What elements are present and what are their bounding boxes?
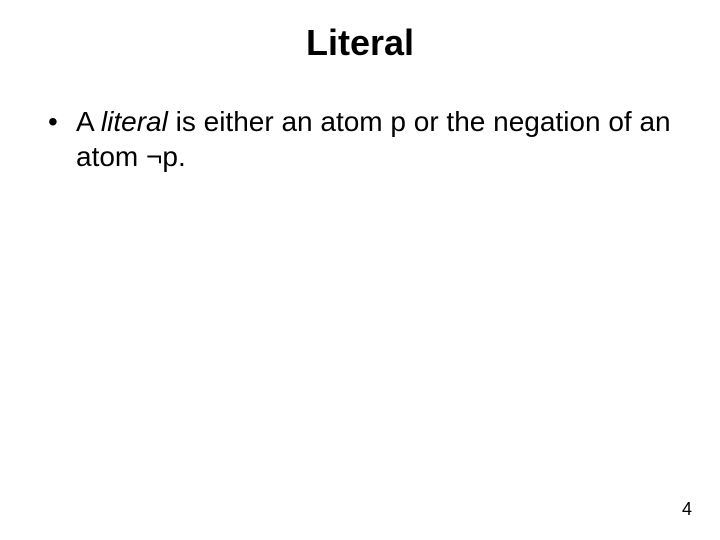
bullet-text-italic: literal — [101, 106, 168, 137]
slide-body: A literal is either an atom p or the neg… — [0, 104, 720, 174]
page-number: 4 — [682, 499, 692, 520]
slide-title: Literal — [0, 0, 720, 64]
bullet-item: A literal is either an atom p or the neg… — [48, 104, 672, 174]
bullet-text-prefix: A — [76, 106, 101, 137]
slide: Literal A literal is either an atom p or… — [0, 0, 720, 540]
bullet-list: A literal is either an atom p or the neg… — [48, 104, 672, 174]
